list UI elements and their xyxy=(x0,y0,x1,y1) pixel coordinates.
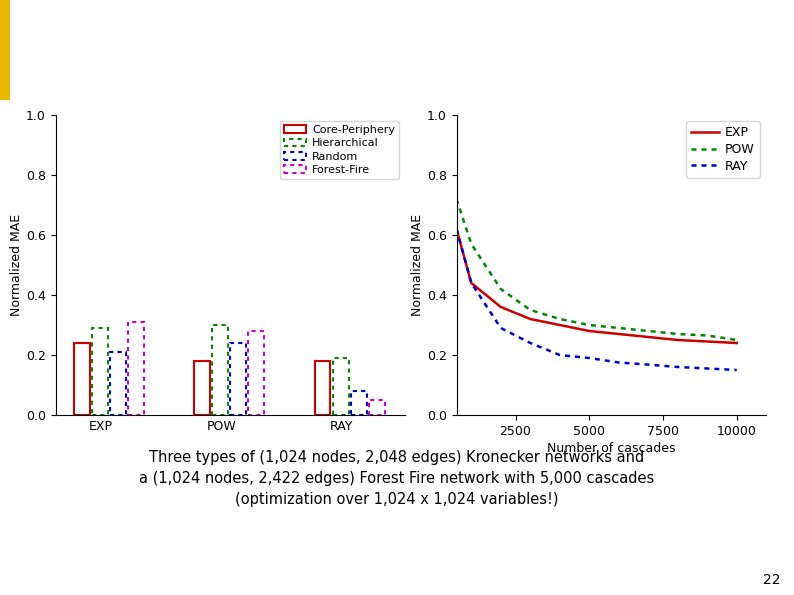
Legend: Core-Periphery, Hierarchical, Random, Forest-Fire: Core-Periphery, Hierarchical, Random, Fo… xyxy=(279,121,399,180)
Bar xyxy=(314,361,330,415)
Legend: EXP, POW, RAY: EXP, POW, RAY xyxy=(687,121,760,178)
Text: Three types of (1,024 nodes, 2,048 edges) Kronecker networks and
a (1,024 nodes,: Three types of (1,024 nodes, 2,048 edges… xyxy=(140,450,654,508)
Bar xyxy=(110,352,125,415)
Bar xyxy=(230,343,246,415)
Bar xyxy=(194,361,210,415)
Bar xyxy=(351,391,367,415)
Text: 22: 22 xyxy=(763,573,781,587)
Y-axis label: Normalized MAE: Normalized MAE xyxy=(411,214,424,316)
Bar xyxy=(368,400,385,415)
Y-axis label: Normalized MAE: Normalized MAE xyxy=(10,214,23,316)
Bar xyxy=(333,358,349,415)
Text: Synthetic Networks: tx rates: Synthetic Networks: tx rates xyxy=(20,37,514,67)
Bar xyxy=(212,325,228,415)
Bar xyxy=(0,0,10,100)
Bar xyxy=(249,331,264,415)
Bar xyxy=(128,322,144,415)
Bar xyxy=(74,343,90,415)
X-axis label: Number of cascades: Number of cascades xyxy=(547,442,676,455)
Bar xyxy=(92,328,108,415)
